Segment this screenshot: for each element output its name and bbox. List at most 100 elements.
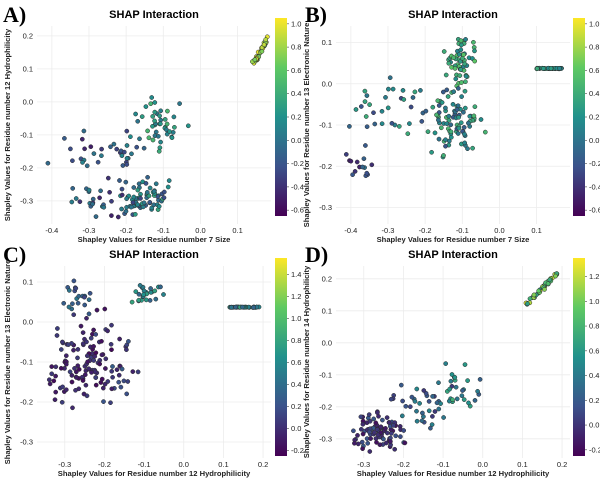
data-point [353,107,359,112]
data-point [82,302,88,308]
colorbar-tick-label: -0.4 [589,182,600,191]
x-tick-label: -0.1 [456,226,469,235]
data-point [388,439,393,444]
data-point [457,73,463,78]
data-point [76,293,82,299]
data-point [450,101,456,107]
data-point [75,300,81,306]
data-point [553,273,558,279]
data-point [467,113,473,119]
data-point [75,347,81,352]
data-point [454,107,460,112]
data-point [156,204,162,209]
x-tick-label: -0.2 [419,226,432,235]
data-point [458,42,464,48]
data-point [387,75,393,81]
data-point [93,375,99,380]
data-point [419,418,425,424]
data-point [347,124,352,129]
data-point [364,124,370,130]
scatter-points [351,271,560,454]
data-point [229,304,234,310]
data-point [443,361,449,366]
data-point [84,339,89,345]
data-point [124,128,130,134]
data-point [141,292,146,297]
data-point [388,396,394,402]
data-point [412,89,418,95]
y-tick-label: -0.1 [20,130,33,139]
data-point [436,103,442,108]
data-point [166,178,172,183]
data-point [88,144,94,150]
panel-2: B) SHAP Interaction -0.4 -0.3 -0.2 -0.1 0.0 0.1… [302,2,600,244]
data-point [472,48,477,54]
data-point [352,169,358,174]
data-point [400,88,406,93]
data-point [445,94,451,99]
data-point [425,129,431,135]
scatter-points [45,34,270,220]
data-point [89,370,94,375]
data-point [363,114,369,119]
data-point [351,428,356,434]
data-point [392,446,398,452]
data-point [151,202,157,208]
data-point [436,117,441,123]
y-axis-label: Shapley Values for Residue number 12 Hyd… [3,28,12,221]
y-tick-label: 0.0 [322,79,332,88]
colorbar-tick-label: 0.2 [589,113,599,122]
data-point [446,113,452,119]
data-point [455,103,461,109]
data-point [366,429,372,435]
data-point [135,187,141,193]
panel-letter: D) [305,242,328,267]
data-point [458,67,464,72]
colorbar-tick-label: -0.6 [291,206,304,215]
data-point [381,436,386,442]
data-point [432,130,438,136]
data-point [379,121,385,127]
y-tick-label: -0.1 [319,370,332,379]
data-point [74,375,79,380]
data-point [132,211,138,217]
colorbar-tick-label: 0.4 [589,371,599,380]
data-point [385,105,391,111]
x-tick-label: -0.4 [344,226,357,235]
colorbar [275,18,287,216]
data-point [446,117,452,123]
data-point [73,369,79,375]
data-point [137,283,143,288]
data-point [162,117,168,122]
data-point [150,137,156,143]
data-point [124,196,129,202]
data-point [458,47,464,53]
data-point [130,200,136,205]
data-point [396,124,402,129]
data-point [362,99,368,104]
data-point [443,143,448,149]
colorbar-tick-label: 0.2 [589,396,599,405]
chart-title: SHAP Interaction [109,9,199,21]
data-point [53,389,59,395]
data-point [458,120,464,126]
data-point [86,311,92,317]
y-tick-label: 0.0 [23,97,33,106]
x-tick-label: -0.2 [98,460,111,469]
data-point [440,89,446,95]
data-point [148,286,153,291]
data-point [463,79,468,85]
data-point [86,297,92,303]
data-point [68,146,73,152]
data-point [101,399,106,404]
data-point [151,188,157,194]
data-point [438,125,444,131]
data-point [135,369,141,375]
data-point [49,371,55,377]
data-point [126,339,131,344]
data-point [465,378,470,383]
y-tick-label: 0.1 [322,306,332,315]
data-point [91,327,96,333]
scatter-points [46,278,262,411]
data-point [147,298,153,303]
